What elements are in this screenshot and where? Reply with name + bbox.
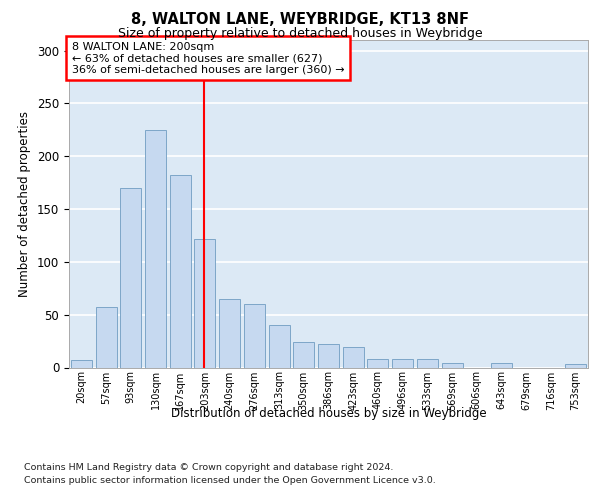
Bar [71,360,92,368]
Bar [491,364,512,368]
Bar [293,342,314,367]
Bar [343,348,364,368]
Bar [219,299,240,368]
Text: 8 WALTON LANE: 200sqm
← 63% of detached houses are smaller (627)
36% of semi-det: 8 WALTON LANE: 200sqm ← 63% of detached … [71,42,344,75]
Bar [417,359,438,368]
Bar [120,188,141,368]
Bar [95,308,116,368]
Bar [269,325,290,368]
Y-axis label: Number of detached properties: Number of detached properties [19,111,31,296]
Text: Contains public sector information licensed under the Open Government Licence v3: Contains public sector information licen… [24,476,436,485]
Bar [442,364,463,368]
Bar [565,364,586,368]
Bar [392,359,413,368]
Bar [367,359,388,368]
Text: Contains HM Land Registry data © Crown copyright and database right 2024.: Contains HM Land Registry data © Crown c… [24,462,394,471]
Bar [244,304,265,368]
Bar [170,175,191,368]
Bar [318,344,339,368]
Text: Size of property relative to detached houses in Weybridge: Size of property relative to detached ho… [118,28,482,40]
Text: Distribution of detached houses by size in Weybridge: Distribution of detached houses by size … [171,408,487,420]
Bar [145,130,166,368]
Text: 8, WALTON LANE, WEYBRIDGE, KT13 8NF: 8, WALTON LANE, WEYBRIDGE, KT13 8NF [131,12,469,28]
Bar [194,238,215,368]
